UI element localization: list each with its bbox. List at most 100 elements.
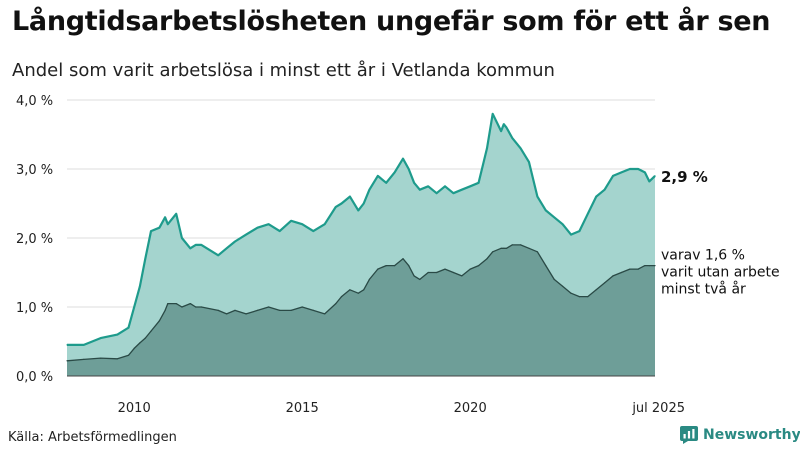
data-point [478,182,480,184]
data-point [500,247,502,249]
data-point [545,265,547,267]
data-point [595,196,597,198]
data-point [312,230,314,232]
data-point [578,230,581,232]
data-point [301,223,303,225]
data-point [413,275,415,277]
data-point [570,234,572,236]
series-line-1 [66,244,655,362]
y-axis-ticks: 0,0 % 1,0 % 2,0 % 3,0 % 4,0 % [16,94,53,385]
data-point [469,185,471,187]
data-point [612,275,614,277]
source-note: Källa: Arbetsförmedlingen [8,430,177,445]
data-point [217,254,219,256]
longterm-end-label: varit utan arbete [661,265,780,281]
data-point [413,182,415,184]
series-areas [66,112,656,377]
data-point [116,358,118,360]
data-point [234,309,236,311]
data-point [312,309,314,311]
data-point [245,234,247,236]
data-point [245,313,247,315]
series-area-1 [67,244,655,376]
data-point [419,189,421,191]
data-point [357,209,359,211]
data-point [520,244,522,246]
x-tick-label: 2010 [118,401,151,416]
data-point [469,268,471,270]
data-point [181,237,183,239]
data-point [144,337,146,339]
data-point [164,216,166,218]
y-tick-label: 0,0 % [16,370,53,385]
data-point [452,192,454,194]
data-point [511,137,513,139]
data-point [133,347,135,349]
data-point [654,175,656,177]
data-point [427,271,429,274]
data-point [637,268,639,270]
data-point [419,278,421,280]
data-point [562,285,564,287]
data-point [394,265,396,267]
data-point [528,161,530,163]
data-point [279,230,281,232]
data-point [402,158,404,160]
data-point [268,306,270,308]
data-point [553,278,555,280]
data-point [478,265,480,267]
data-point [553,216,555,218]
data-point [536,251,539,253]
data-point [195,244,197,246]
data-point [324,313,326,315]
data-point [503,247,505,249]
data-point [570,292,572,294]
data-point [268,223,270,225]
data-point [167,303,169,305]
y-tick-label: 4,0 % [16,94,53,109]
brand-logo: Newsworthy [680,426,800,444]
data-point [545,209,547,211]
x-tick-label: 2020 [454,401,487,416]
data-point [503,123,505,125]
data-point [100,357,102,359]
data-point [335,206,337,208]
data-point [290,220,292,222]
data-point [301,306,303,308]
data-point [595,289,597,291]
data-point [150,230,152,232]
chart-subtitle: Andel som varit arbetslösa i minst ett å… [12,60,555,81]
data-point [385,265,387,267]
data-point [644,265,646,267]
data-point [436,271,438,274]
data-point [648,180,650,182]
data-point [637,168,639,170]
data-point [408,265,410,267]
data-point [290,309,292,311]
data-point [158,320,160,322]
y-tick-label: 3,0 % [16,163,53,178]
data-point [644,171,646,173]
data-point [444,185,446,187]
data-point [578,296,581,298]
y-tick-label: 1,0 % [16,301,53,316]
series-line-0 [67,112,656,346]
data-point [226,313,228,315]
data-point [604,282,606,284]
data-point [349,289,351,291]
data-point [587,213,589,215]
data-point [452,271,454,274]
data-point [127,327,130,329]
data-point [408,168,410,170]
data-point [385,182,387,184]
data-point [377,268,379,270]
newsworthy-logo-icon [680,426,698,444]
data-point [511,244,513,246]
data-point [368,189,370,191]
data-point [402,258,404,260]
longterm-end-label: varav 1,6 % [661,248,745,264]
brand-name: Newsworthy [703,427,800,443]
data-point [175,303,177,305]
data-point [127,354,130,356]
